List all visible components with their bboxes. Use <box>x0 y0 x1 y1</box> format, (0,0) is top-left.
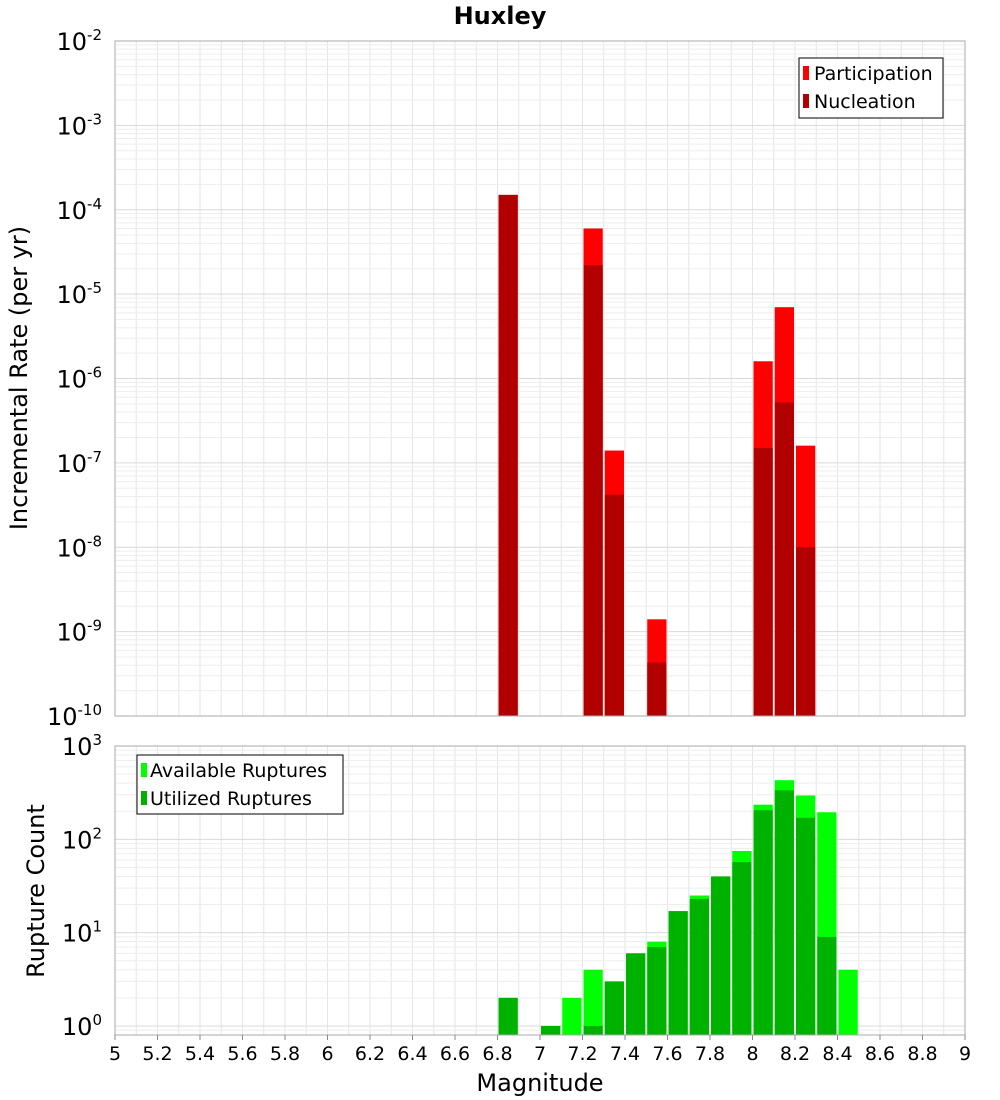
bar-nucleation <box>796 547 816 716</box>
bar-nucleation <box>498 194 518 716</box>
bar-utilized-ruptures <box>711 876 731 1035</box>
x-tick-label: 7 <box>534 1043 546 1065</box>
x-tick-label: 6.2 <box>355 1043 385 1065</box>
x-tick-label: 6.4 <box>397 1043 427 1065</box>
x-tick-label: 5.6 <box>227 1043 257 1065</box>
legend-label-available: Available Ruptures <box>150 760 327 782</box>
x-tick-label: 7.8 <box>695 1043 725 1065</box>
bar-utilized-ruptures <box>626 953 646 1035</box>
legend-label-utilized: Utilized Ruptures <box>150 788 312 810</box>
top-y-tick-label: 10-4 <box>56 195 102 225</box>
bar-utilized-ruptures <box>647 947 667 1035</box>
legend-swatch-nucleation <box>803 94 809 108</box>
bar-utilized-ruptures <box>583 1025 603 1035</box>
legend-swatch-utilized <box>141 791 147 805</box>
x-tick-label: 5 <box>109 1043 121 1065</box>
bar-nucleation <box>753 448 773 716</box>
top-y-tick-label: 10-10 <box>47 701 102 731</box>
bar-utilized-ruptures <box>689 898 709 1035</box>
bottom-legend: Available Ruptures Utilized Ruptures <box>136 754 344 815</box>
x-tick-label: 8.2 <box>780 1043 810 1065</box>
top-y-ticks: 10-10 10-9 10-8 10-7 10-6 10-5 10-4 10-3 10-2 <box>47 26 102 731</box>
bar-utilized-ruptures <box>796 817 816 1035</box>
x-tick-label: 7.6 <box>652 1043 682 1065</box>
legend-swatch-participation <box>803 66 809 80</box>
x-tick-label: 5.2 <box>142 1043 172 1065</box>
top-y-tick-label: 10-8 <box>56 532 102 562</box>
bottom-bars <box>498 780 858 1035</box>
top-y-axis-label: Incremental Rate (per yr) <box>5 226 33 530</box>
x-tick-label: 8.4 <box>822 1043 852 1065</box>
top-y-tick-label: 10-6 <box>56 364 102 394</box>
x-tick-label: 5.8 <box>270 1043 300 1065</box>
bar-nucleation <box>583 265 603 716</box>
bottom-y-tick-label: 101 <box>62 918 102 948</box>
bar-utilized-ruptures <box>668 911 688 1035</box>
legend-label-nucleation: Nucleation <box>814 91 916 113</box>
legend-label-participation: Participation <box>814 63 933 85</box>
bar-nucleation <box>774 402 794 716</box>
bottom-legend-box <box>136 754 344 815</box>
bottom-y-ticks: 100 101 102 103 <box>62 731 102 1041</box>
x-tick-label: 7.4 <box>610 1043 640 1065</box>
bar-utilized-ruptures <box>498 997 518 1035</box>
top-legend-box <box>798 57 944 119</box>
bar-utilized-ruptures <box>732 862 752 1035</box>
x-tick-label: 6 <box>321 1043 333 1065</box>
x-tick-label: 9 <box>959 1043 971 1065</box>
bottom-y-tick-label: 103 <box>62 731 102 761</box>
top-y-tick-label: 10-9 <box>56 617 102 647</box>
bar-available-ruptures <box>838 969 858 1035</box>
x-tick-label: 8 <box>746 1043 758 1065</box>
top-y-tick-label: 10-5 <box>56 279 102 309</box>
x-tick-label: 8.6 <box>865 1043 895 1065</box>
bar-utilized-ruptures <box>541 1025 561 1035</box>
top-legend: Participation Nucleation <box>798 57 944 119</box>
bar-available-ruptures <box>583 969 603 1035</box>
chart-title: Huxley <box>454 2 547 30</box>
bar-nucleation <box>604 494 624 716</box>
x-axis-label: Magnitude <box>476 1069 603 1097</box>
bar-utilized-ruptures <box>774 790 794 1035</box>
bottom-panel: 100 101 102 103 5 5.2 5.4 5.6 5.8 6 6.2 6.4 6.6 6.8 7… <box>22 731 971 1097</box>
x-tick-label: 7.2 <box>567 1043 597 1065</box>
bottom-y-tick-label: 102 <box>62 824 102 854</box>
bottom-y-tick-label: 100 <box>62 1011 102 1041</box>
bar-available-ruptures <box>562 997 582 1035</box>
top-bars <box>498 194 816 716</box>
x-tick-label: 5.4 <box>185 1043 215 1065</box>
bar-nucleation <box>647 662 667 716</box>
top-y-tick-label: 10-3 <box>56 110 102 140</box>
top-y-tick-label: 10-7 <box>56 448 102 478</box>
bottom-y-axis-label: Rupture Count <box>22 804 50 978</box>
bar-utilized-ruptures <box>817 936 837 1035</box>
top-panel: 10-10 10-9 10-8 10-7 10-6 10-5 10-4 10-3 10-2 In… <box>5 26 966 731</box>
top-plot-frame <box>114 40 966 717</box>
bottom-x-ticks: 5 5.2 5.4 5.6 5.8 6 6.2 6.4 6.6 6.8 7 7.2 7.4 7.6 7.8 8… <box>109 1035 971 1065</box>
legend-swatch-available <box>141 763 147 777</box>
bar-utilized-ruptures <box>604 981 624 1035</box>
top-y-tick-label: 10-2 <box>56 26 102 56</box>
x-tick-label: 8.8 <box>907 1043 937 1065</box>
bar-utilized-ruptures <box>753 810 773 1035</box>
top-grid <box>115 41 965 717</box>
x-tick-label: 6.8 <box>482 1043 512 1065</box>
x-tick-label: 6.6 <box>440 1043 470 1065</box>
